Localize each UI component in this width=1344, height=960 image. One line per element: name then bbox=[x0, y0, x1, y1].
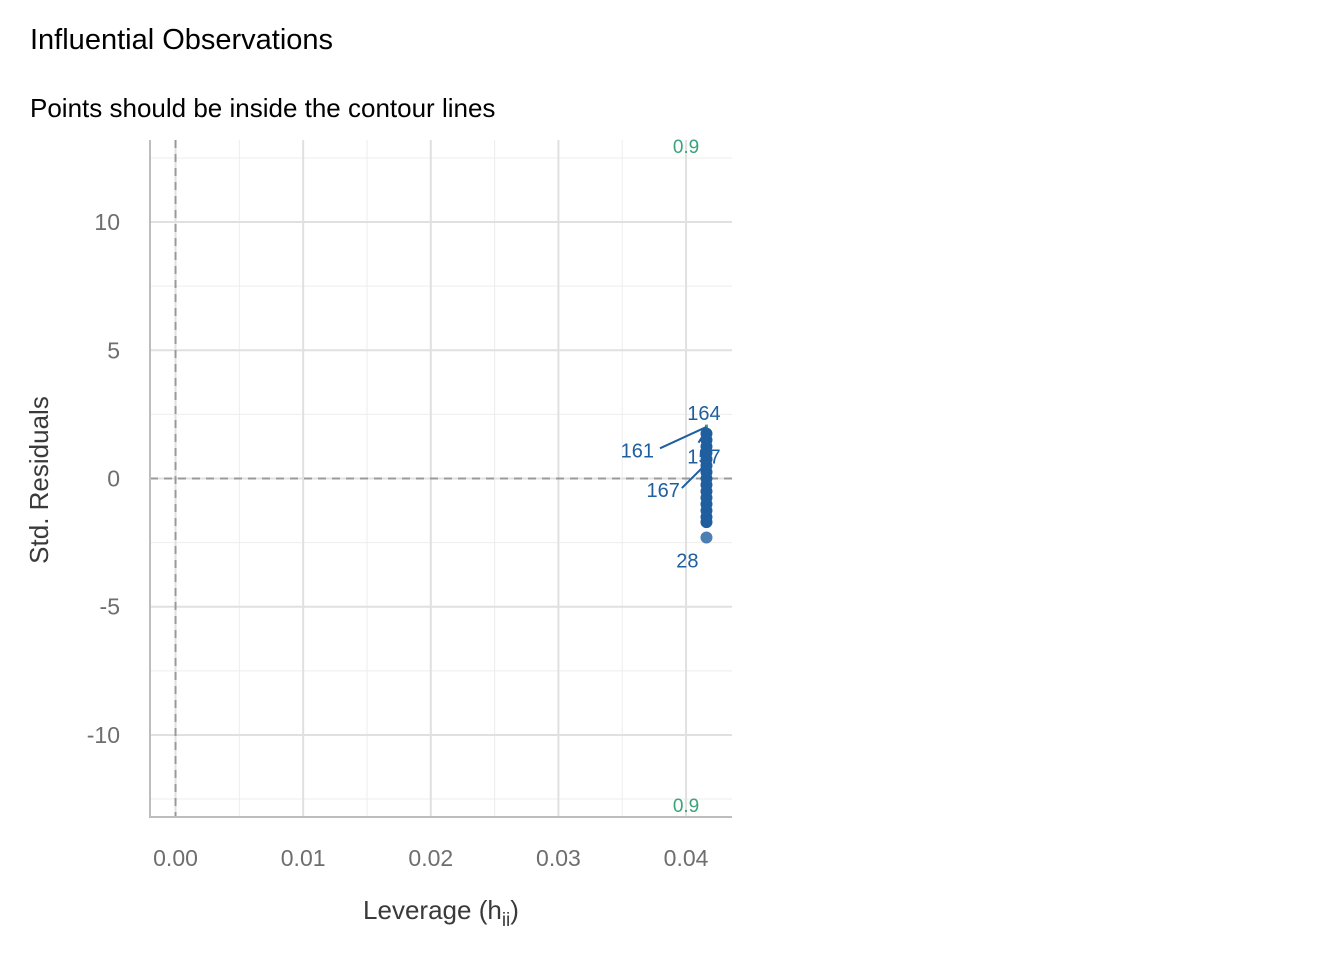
tick-labels: 0.00 0.01 0.02 0.03 0.04 -10 -5 0 5 10 bbox=[87, 209, 709, 871]
x-tick-label: 0.02 bbox=[408, 845, 453, 871]
reference-lines bbox=[150, 140, 732, 817]
x-tick-label: 0.04 bbox=[664, 845, 709, 871]
x-tick-label: 0.01 bbox=[281, 845, 326, 871]
point-label-167: 167 bbox=[646, 480, 679, 502]
leader-line bbox=[659, 425, 707, 450]
chart-title: Influential Observations bbox=[30, 24, 334, 56]
y-tick-label: 10 bbox=[94, 209, 120, 235]
point-label-164: 164 bbox=[687, 403, 720, 425]
x-axis-title: Leverage (hii) bbox=[363, 895, 519, 931]
axes bbox=[149, 140, 732, 818]
data-point bbox=[700, 516, 713, 529]
chart-subtitle: Points should be inside the contour line… bbox=[30, 93, 496, 123]
point-label-161: 161 bbox=[621, 440, 654, 462]
y-tick-label: -10 bbox=[87, 722, 120, 748]
data-point bbox=[700, 531, 713, 544]
point-label-157: 157 bbox=[687, 447, 720, 469]
point-label-28: 28 bbox=[676, 551, 698, 573]
x-tick-label: 0.03 bbox=[536, 845, 581, 871]
contour-label-top: 0.9 bbox=[673, 137, 699, 158]
x-tick-label: 0.00 bbox=[153, 845, 198, 871]
contour-label-bottom: 0.9 bbox=[673, 796, 699, 817]
data-points bbox=[700, 427, 713, 544]
y-tick-label: 5 bbox=[107, 337, 120, 363]
y-tick-label: 0 bbox=[107, 466, 120, 492]
leader-line bbox=[681, 464, 706, 489]
y-tick-label: -5 bbox=[100, 594, 120, 620]
y-axis-title: Std. Residuals bbox=[24, 396, 54, 564]
leader-line bbox=[697, 434, 705, 444]
point-labels: 164 161 157 167 28 bbox=[621, 403, 721, 572]
